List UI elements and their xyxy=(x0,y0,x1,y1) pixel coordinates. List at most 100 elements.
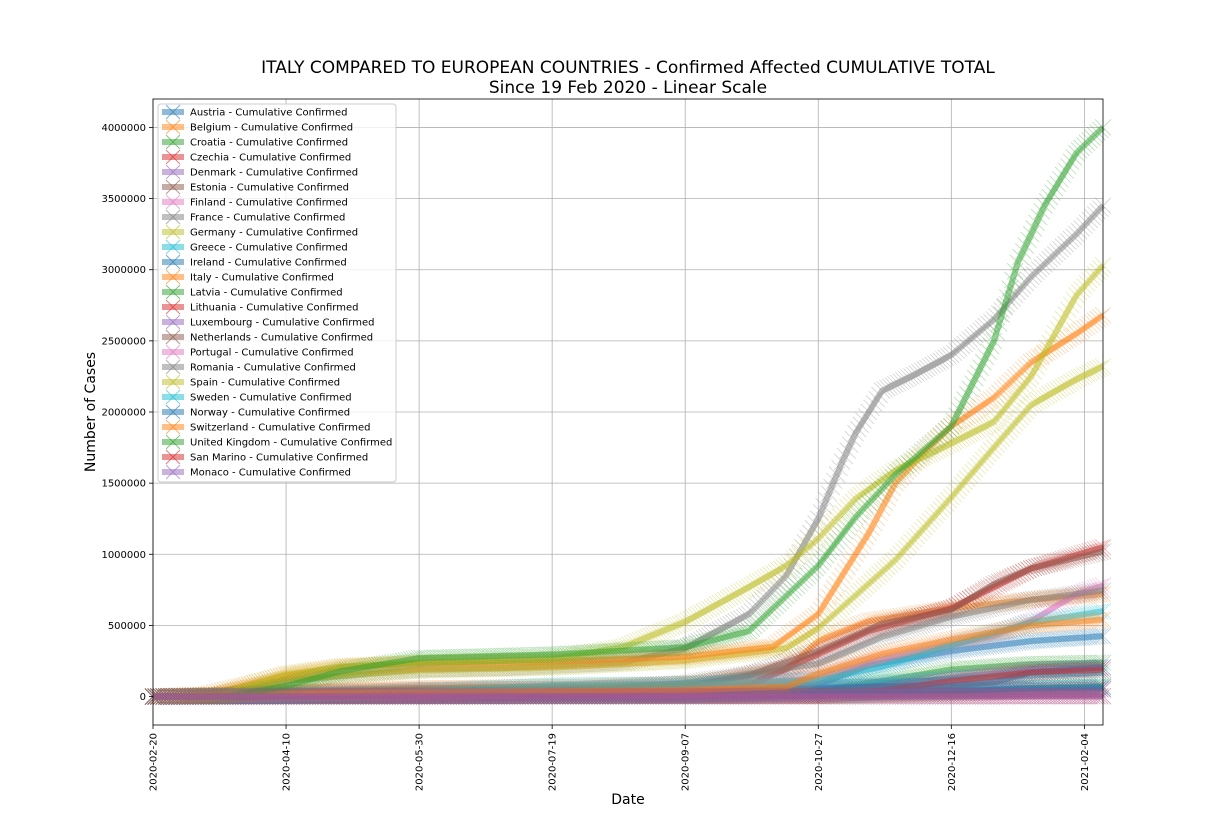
legend-marker xyxy=(165,104,181,120)
legend-entry: Ireland - Cumulative Confirmed xyxy=(162,254,347,270)
legend-marker xyxy=(165,164,181,180)
y-tick-label: 1000000 xyxy=(101,550,146,561)
legend-marker xyxy=(165,344,181,360)
legend-marker xyxy=(165,269,181,285)
legend-entry: Luxembourg - Cumulative Confirmed xyxy=(162,314,374,330)
chart-subtitle: Since 19 Feb 2020 - Linear Scale xyxy=(489,78,767,98)
legend-label: Finland - Cumulative Confirmed xyxy=(190,198,348,209)
legend-marker xyxy=(165,149,181,165)
legend-label: San Marino - Cumulative Confirmed xyxy=(190,453,368,464)
legend-entry: Croatia - Cumulative Confirmed xyxy=(162,134,348,150)
legend-entry: Romania - Cumulative Confirmed xyxy=(162,359,356,375)
legend-marker xyxy=(165,224,181,240)
legend-marker xyxy=(165,179,181,195)
legend-label: Romania - Cumulative Confirmed xyxy=(190,363,356,374)
legend-entry: Belgium - Cumulative Confirmed xyxy=(162,119,353,135)
legend-marker xyxy=(165,464,181,480)
legend-entry: Denmark - Cumulative Confirmed xyxy=(162,164,358,180)
legend-entry: Monaco - Cumulative Confirmed xyxy=(162,464,351,480)
legend-entry: Netherlands - Cumulative Confirmed xyxy=(162,329,373,345)
legend-label: Ireland - Cumulative Confirmed xyxy=(190,258,347,269)
legend-label: Luxembourg - Cumulative Confirmed xyxy=(190,318,374,329)
x-tick-label: 2020-04-10 xyxy=(282,733,293,791)
series-line xyxy=(152,125,1106,700)
axes: 2020-02-20 2020-04-10 2020-05-30 2020-07-19… xyxy=(101,98,1104,791)
y-tick-label: 0 xyxy=(140,692,146,703)
y-tick-label: 2500000 xyxy=(101,336,146,347)
axes-frame xyxy=(152,98,1104,726)
y-tick-label: 4000000 xyxy=(101,123,146,134)
y-tick-label: 3000000 xyxy=(101,265,146,276)
legend-marker xyxy=(165,389,181,405)
legend-label: Netherlands - Cumulative Confirmed xyxy=(190,333,373,344)
legend-label: Portugal - Cumulative Confirmed xyxy=(190,348,354,359)
legend-marker xyxy=(165,434,181,450)
legend-label: Czechia - Cumulative Confirmed xyxy=(190,153,351,164)
series-line xyxy=(152,263,1106,700)
legend-label: Italy - Cumulative Confirmed xyxy=(190,273,334,284)
legend-label: Norway - Cumulative Confirmed xyxy=(190,408,350,419)
x-tick-label: 2020-10-27 xyxy=(814,733,825,791)
legend-marker xyxy=(165,374,181,390)
legend-marker xyxy=(165,359,181,375)
legend-marker xyxy=(165,329,181,345)
legend-label: Estonia - Cumulative Confirmed xyxy=(190,183,349,194)
y-tick-label: 3500000 xyxy=(101,194,146,205)
legend-entry: San Marino - Cumulative Confirmed xyxy=(162,449,368,465)
legend-entry: Norway - Cumulative Confirmed xyxy=(162,404,350,420)
legend-entry: France - Cumulative Confirmed xyxy=(162,209,345,225)
legend-marker xyxy=(165,209,181,225)
legend-marker xyxy=(165,239,181,255)
y-tick-label: 1500000 xyxy=(101,479,146,490)
legend-marker xyxy=(165,419,181,435)
legend-marker xyxy=(165,194,181,210)
x-tick-label: 2020-12-16 xyxy=(947,733,958,791)
chart-title: ITALY COMPARED TO EUROPEAN COUNTRIES - C… xyxy=(261,58,995,78)
legend-entry: Sweden - Cumulative Confirmed xyxy=(162,389,352,405)
x-tick-label: 2020-05-30 xyxy=(415,733,426,791)
legend-entry: Italy - Cumulative Confirmed xyxy=(162,269,334,285)
legend-label: Sweden - Cumulative Confirmed xyxy=(190,393,352,404)
legend-label: Croatia - Cumulative Confirmed xyxy=(190,138,348,149)
legend-marker xyxy=(165,404,181,420)
legend-entry: United Kingdom - Cumulative Confirmed xyxy=(162,434,392,450)
legend-entry: Czechia - Cumulative Confirmed xyxy=(162,149,351,165)
legend-entry: Spain - Cumulative Confirmed xyxy=(162,374,340,390)
series-22 xyxy=(144,611,1112,705)
x-tick-label: 2021-02-04 xyxy=(1080,733,1091,791)
legend-entry: Germany - Cumulative Confirmed xyxy=(162,224,358,240)
legend-marker xyxy=(165,449,181,465)
x-tick-label: 2020-09-07 xyxy=(681,733,692,791)
y-tick-label: 2000000 xyxy=(101,408,146,419)
legend-label: Austria - Cumulative Confirmed xyxy=(190,108,347,119)
legend-label: Belgium - Cumulative Confirmed xyxy=(190,123,353,134)
legend-entry: Latvia - Cumulative Confirmed xyxy=(162,284,343,300)
legend-entry: Austria - Cumulative Confirmed xyxy=(162,104,347,120)
legend-label: Germany - Cumulative Confirmed xyxy=(190,228,358,239)
legend-entry: Estonia - Cumulative Confirmed xyxy=(162,179,349,195)
y-tick-label: 500000 xyxy=(108,621,146,632)
legend-label: Denmark - Cumulative Confirmed xyxy=(190,168,358,179)
legend-label: Switzerland - Cumulative Confirmed xyxy=(190,423,370,434)
legend-label: Monaco - Cumulative Confirmed xyxy=(190,468,351,479)
legend-entry: Greece - Cumulative Confirmed xyxy=(162,239,348,255)
series-line xyxy=(152,616,1104,700)
x-tick-label: 2020-02-20 xyxy=(149,733,160,791)
legend-entry: Lithuania - Cumulative Confirmed xyxy=(162,299,358,315)
legend-entry: Finland - Cumulative Confirmed xyxy=(162,194,348,210)
legend-entry: Switzerland - Cumulative Confirmed xyxy=(162,419,370,435)
legend-marker xyxy=(165,134,181,150)
legend-label: United Kingdom - Cumulative Confirmed xyxy=(190,438,392,449)
legend-marker xyxy=(165,314,181,330)
legend-label: Greece - Cumulative Confirmed xyxy=(190,243,348,254)
y-axis-label: Number of Cases xyxy=(83,352,99,472)
legend-marker xyxy=(165,119,181,135)
legend-marker xyxy=(165,299,181,315)
legend-entry: Portugal - Cumulative Confirmed xyxy=(162,344,354,360)
x-axis-label: Date xyxy=(611,792,644,808)
plot-series xyxy=(144,119,1112,705)
legend-label: Spain - Cumulative Confirmed xyxy=(190,378,340,389)
legend-label: France - Cumulative Confirmed xyxy=(190,213,345,224)
x-tick-label: 2020-07-19 xyxy=(548,733,559,791)
